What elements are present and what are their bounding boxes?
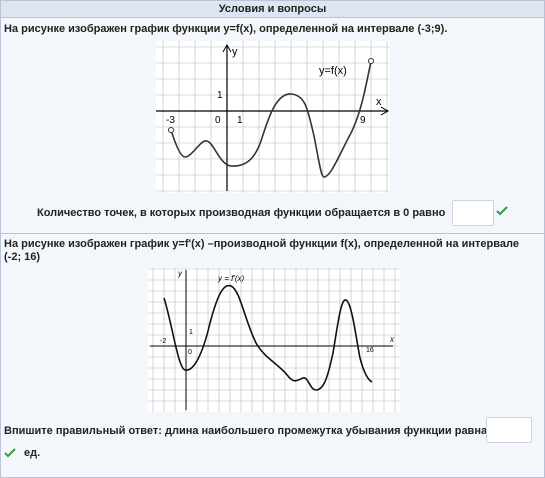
tick-label: 0 [188, 349, 192, 356]
answer-input[interactable] [486, 417, 532, 443]
graph: y x y = f'(x) -2 0 1 16 [148, 268, 400, 412]
function-label: y=f(x) [319, 65, 347, 77]
axis-label: y [177, 269, 183, 278]
tick-label: -2 [160, 338, 166, 345]
tick-label: 16 [366, 347, 374, 354]
answer-prompt: Количество точек, в которых производная … [37, 207, 446, 219]
answer-prompt: Впишите правильный ответ: длина наибольш… [4, 425, 488, 437]
axis-label: x [376, 96, 382, 108]
tick-label: 1 [217, 90, 223, 101]
tick-label: 9 [360, 115, 366, 126]
tick-label: 1 [237, 115, 243, 126]
question-text: На рисунке изображен график y=f'(x) –про… [4, 238, 519, 263]
graph: y x y=f(x) -3 0 1 9 1 [156, 41, 390, 193]
check-icon [496, 206, 508, 216]
separator [1, 233, 544, 234]
axis-label: y [232, 46, 238, 58]
tick-label: 1 [189, 329, 193, 336]
tick-label: -3 [166, 115, 175, 126]
question-text: На рисунке изображен график функции y=f(… [4, 23, 448, 35]
tick-label: 0 [215, 115, 221, 126]
axis-label: x [389, 335, 395, 344]
function-label: y = f'(x) [217, 274, 245, 283]
unit-label: ед. [24, 447, 41, 459]
check-icon [4, 448, 16, 458]
header-title: Условия и вопросы [1, 1, 544, 18]
answer-input[interactable] [452, 200, 494, 226]
